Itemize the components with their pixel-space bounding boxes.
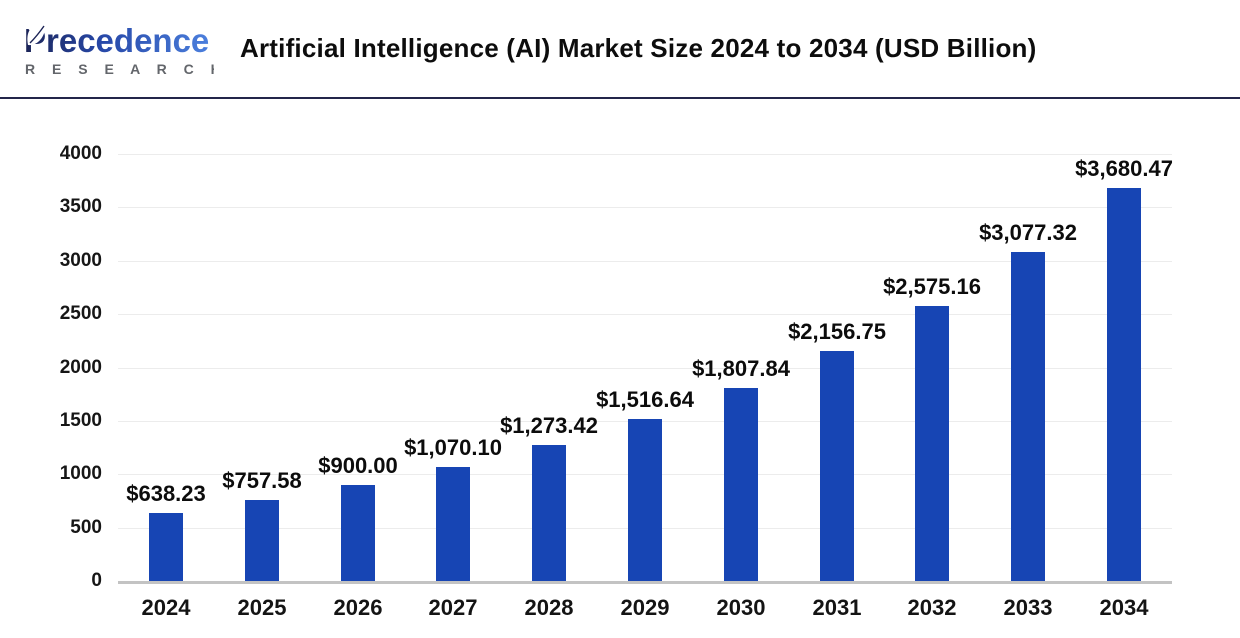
bar-2033: [1011, 252, 1045, 581]
leaf-icon: [26, 23, 46, 46]
x-axis-line: [118, 581, 1172, 584]
x-axis-tick-label-2031: 2031: [812, 595, 862, 620]
bar-value-label-2031: $2,156.75: [788, 319, 886, 344]
x-axis-tick-label-2034: 2034: [1099, 595, 1149, 620]
y-axis-tick-label: 0: [91, 570, 102, 591]
bar-2024: [149, 513, 183, 581]
y-axis-tick-label: 3500: [59, 196, 102, 217]
y-axis-tick-label: 3000: [59, 250, 102, 271]
x-axis-tick-label-2032: 2032: [907, 595, 957, 620]
bar-value-label-2033: $3,077.32: [979, 220, 1077, 245]
chart-title: Artificial Intelligence (AI) Market Size…: [240, 33, 1037, 63]
gridline-4000: [118, 154, 1172, 155]
bar-2026: [341, 485, 375, 581]
bar-2031: [820, 351, 854, 581]
bar-value-label-2025: $757.58: [222, 468, 302, 493]
bar-2034: [1107, 188, 1141, 581]
gridline-3500: [118, 207, 1172, 208]
x-axis-tick-label-2027: 2027: [428, 595, 478, 620]
y-axis-tick-label: 2500: [59, 303, 102, 324]
precedence-research-logo: Precedence R E S E A R C H: [24, 22, 214, 77]
bar-value-label-2028: $1,273.42: [500, 413, 598, 438]
bar-2032: [915, 306, 949, 581]
bar-2028: [532, 445, 566, 581]
x-axis-tick-label-2026: 2026: [333, 595, 383, 620]
bar-value-label-2024: $638.23: [126, 481, 206, 506]
x-axis-tick-label-2025: 2025: [237, 595, 287, 620]
x-axis-tick-label-2029: 2029: [620, 595, 670, 620]
x-axis-tick-label-2033: 2033: [1003, 595, 1053, 620]
bar-value-label-2030: $1,807.84: [692, 356, 790, 381]
logo-subtitle: R E S E A R C H: [25, 61, 214, 77]
y-axis-tick-label: 1500: [59, 410, 102, 431]
bar-value-label-2032: $2,575.16: [883, 274, 981, 299]
gridline-2500: [118, 314, 1172, 315]
y-axis-tick-label: 2000: [59, 357, 102, 378]
y-axis-tick-label: 4000: [59, 143, 102, 164]
bar-chart: 0 500 1000 1500 2000 2500 3000 3500 4000 $638.23 2…: [0, 99, 1240, 638]
bar-value-label-2029: $1,516.64: [596, 387, 694, 412]
bar-value-label-2026: $900.00: [318, 453, 398, 478]
gridline-2000: [118, 368, 1172, 369]
gridline-3000: [118, 261, 1172, 262]
bar-2030: [724, 388, 758, 581]
x-axis-tick-label-2024: 2024: [141, 595, 191, 620]
y-axis-tick-label: 500: [70, 517, 102, 538]
bar-value-label-2034: $3,680.47: [1075, 156, 1173, 181]
header-divider: [0, 97, 1240, 99]
x-axis-tick-label-2028: 2028: [524, 595, 574, 620]
bar-2029: [628, 419, 662, 581]
logo-wordmark: Precedence: [24, 22, 209, 59]
bar-2025: [245, 500, 279, 581]
bar-2027: [436, 467, 470, 581]
bar-value-label-2027: $1,070.10: [404, 435, 502, 460]
x-axis-tick-label-2030: 2030: [716, 595, 766, 620]
header: Precedence R E S E A R C H Artificial In…: [0, 0, 1240, 97]
y-axis-tick-label: 1000: [59, 463, 102, 484]
